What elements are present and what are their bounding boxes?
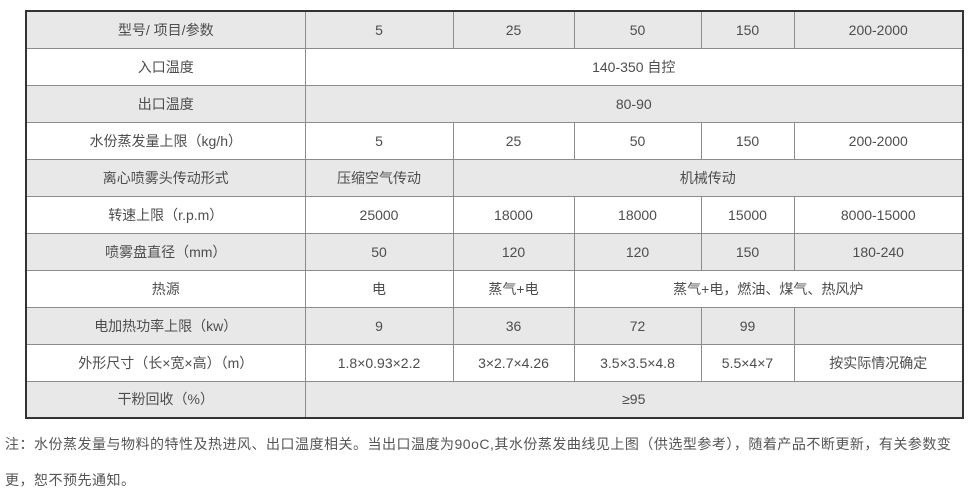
value-cell: 150	[700, 121, 795, 160]
value-cell: 140-350 自控	[304, 47, 964, 86]
value-cell: 72	[573, 306, 702, 345]
value-cell: 8000-15000	[793, 195, 964, 234]
value-cell: 机械传动	[452, 158, 964, 197]
value-cell: 80-90	[304, 84, 964, 123]
row-label-cell: 电加热功率上限（kw）	[25, 306, 306, 345]
value-cell: 电	[304, 269, 454, 308]
row-label-cell: 干粉回收（%）	[25, 380, 306, 419]
value-cell: 9	[304, 306, 454, 345]
value-cell: ≥95	[304, 380, 964, 419]
row-label-cell: 转速上限（r.p.m）	[25, 195, 306, 234]
value-cell	[793, 306, 964, 345]
table-row: 出口温度 80-90	[25, 84, 964, 123]
table-row: 干粉回收（%） ≥95	[25, 380, 964, 419]
row-label-cell: 喷雾盘直径（mm）	[25, 232, 306, 271]
row-label-cell: 离心喷雾头传动形式	[25, 158, 306, 197]
table-row: 热源电蒸气+电 蒸气+电，燃油、煤气、热风炉	[25, 269, 964, 308]
value-cell: 5	[304, 10, 454, 49]
table-row: 型号/ 项目/参数 5 25 50 150 200-2000	[25, 10, 964, 49]
value-cell: 3.5×3.5×4.8	[573, 343, 702, 382]
value-cell: 50	[573, 121, 702, 160]
value-cell: 蒸气+电，燃油、煤气、热风炉	[573, 269, 964, 308]
table-row: 喷雾盘直径（mm） 50 120 120 150 180-240	[25, 232, 964, 271]
value-cell: 25000	[304, 195, 454, 234]
table-row: 离心喷雾头传动形式 压缩空气传动 机械传动	[25, 158, 964, 197]
value-cell: 5	[304, 121, 454, 160]
page: 型号/ 项目/参数 5 25 50 150 200-2000 入口温度 140-350 自控出…	[0, 10, 978, 497]
row-label-cell: 型号/ 项目/参数	[25, 10, 306, 49]
table-row: 转速上限（r.p.m） 25000 18000 18000 15000 8000-1500…	[25, 195, 964, 234]
value-cell: 180-240	[793, 232, 964, 271]
value-cell: 25	[452, 121, 575, 160]
value-cell: 1.8×0.93×2.2	[304, 343, 454, 382]
table-row: 入口温度 140-350 自控	[25, 47, 964, 86]
value-cell: 3×2.7×4.26	[452, 343, 575, 382]
row-label-cell: 热源	[25, 269, 306, 308]
table-row: 外形尺寸（长×宽×高）（m） 1.8×0.93×2.2 3×2.7×4.26 3.5×…	[25, 343, 964, 382]
value-cell: 18000	[452, 195, 575, 234]
value-cell: 200-2000	[793, 121, 964, 160]
value-cell: 150	[700, 10, 795, 49]
footnote: 注：水份蒸发量与物料的特性及热进风、出口温度相关。当出口温度为90oC,其水份蒸…	[5, 436, 952, 488]
value-cell: 120	[573, 232, 702, 271]
value-cell: 36	[452, 306, 575, 345]
value-cell: 按实际情况确定	[793, 343, 964, 382]
value-cell: 18000	[573, 195, 702, 234]
row-label-cell: 出口温度	[25, 84, 306, 123]
spec-table: 型号/ 项目/参数 5 25 50 150 200-2000 入口温度 140-350 自控出…	[25, 10, 964, 419]
value-cell: 99	[700, 306, 795, 345]
spec-table-body: 型号/ 项目/参数 5 25 50 150 200-2000 入口温度 140-350 自控出…	[25, 10, 964, 419]
value-cell: 25	[452, 10, 575, 49]
table-row: 电加热功率上限（kw） 9 36 72 99	[25, 306, 964, 345]
value-cell: 蒸气+电	[452, 269, 575, 308]
table-row: 水份蒸发量上限（kg/h） 5 25 50 150 200-2000	[25, 121, 964, 160]
value-cell: 120	[452, 232, 575, 271]
row-label-cell: 外形尺寸（长×宽×高）（m）	[25, 343, 306, 382]
value-cell: 5.5×4×7	[700, 343, 795, 382]
value-cell: 200-2000	[793, 10, 964, 49]
value-cell: 50	[304, 232, 454, 271]
row-label-cell: 水份蒸发量上限（kg/h）	[25, 121, 306, 160]
row-label-cell: 入口温度	[25, 47, 306, 86]
value-cell: 压缩空气传动	[304, 158, 454, 197]
value-cell: 50	[573, 10, 702, 49]
value-cell: 150	[700, 232, 795, 271]
value-cell: 15000	[700, 195, 795, 234]
